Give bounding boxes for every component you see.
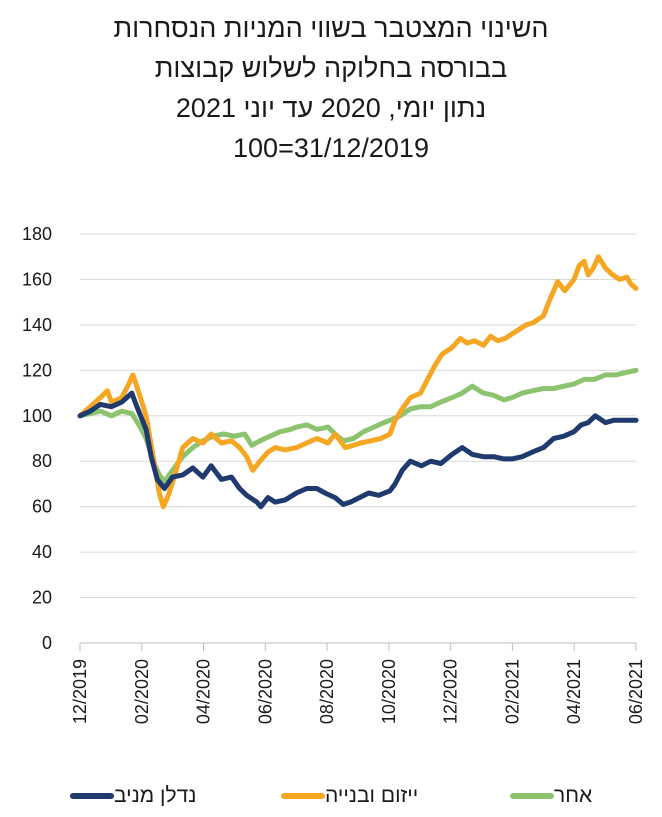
series-lines bbox=[77, 254, 639, 510]
x-tick-label: 10/2020 bbox=[379, 659, 399, 724]
x-tick-label: 06/2020 bbox=[255, 659, 275, 724]
series-line-yizum bbox=[77, 254, 639, 510]
series-line-nadlan bbox=[77, 390, 639, 510]
y-tick-label: 160 bbox=[22, 269, 52, 289]
legend: נדלן מניב ייזום ובנייה אחר bbox=[0, 778, 662, 814]
legend-label-yizum: ייזום ובנייה bbox=[325, 784, 419, 807]
legend-swatch-acher bbox=[510, 793, 554, 799]
legend-label-acher: אחר bbox=[554, 784, 593, 807]
legend-swatch-yizum bbox=[281, 793, 325, 799]
chart-title: השינוי המצטבר בשווי המניות הנסחרות בבורס… bbox=[0, 8, 662, 168]
x-tick-label: 06/2021 bbox=[626, 659, 646, 724]
legend-item-nadlan: נדלן מניב bbox=[62, 778, 196, 814]
y-axis: 0 20 40 60 80 100 120 140 160 180 bbox=[22, 224, 52, 653]
x-tick-label: 02/2020 bbox=[132, 659, 152, 724]
line-chart: 0 20 40 60 80 100 120 140 160 180 12/2019 02/2020 0… bbox=[22, 224, 646, 724]
legend-swatch-nadlan bbox=[70, 793, 114, 799]
y-tick-label: 180 bbox=[22, 224, 52, 244]
x-tick-label: 12/2019 bbox=[70, 659, 90, 724]
x-tick-label: 02/2021 bbox=[502, 659, 522, 724]
x-tick-label: 08/2020 bbox=[317, 659, 337, 724]
y-tick-label: 100 bbox=[22, 406, 52, 426]
legend-label-nadlan: נדלן מניב bbox=[114, 784, 197, 807]
x-axis: 12/2019 02/2020 04/2020 06/2020 08/2020 10/20… bbox=[70, 642, 646, 724]
x-tick-label: 12/2020 bbox=[441, 659, 461, 724]
legend-item-acher: אחר bbox=[502, 778, 592, 814]
title-line-4: 100=31/12/2019 bbox=[233, 133, 429, 163]
title-line-3: נתון יומי, 2020 עד יוני 2021 bbox=[175, 93, 487, 123]
y-tick-label: 140 bbox=[22, 315, 52, 335]
y-tick-label: 20 bbox=[32, 588, 52, 608]
legend-item-yizum: ייזום ובנייה bbox=[273, 778, 418, 814]
y-tick-label: 0 bbox=[42, 633, 52, 653]
y-tick-label: 120 bbox=[22, 360, 52, 380]
y-tick-label: 60 bbox=[32, 497, 52, 517]
title-line-1: השינוי המצטבר בשווי המניות הנסחרות bbox=[113, 13, 549, 43]
x-tick-label: 04/2021 bbox=[564, 659, 584, 724]
y-tick-label: 40 bbox=[32, 542, 52, 562]
title-line-2: בבורסה בחלוקה לשלוש קבוצות bbox=[154, 53, 508, 83]
x-tick-label: 04/2020 bbox=[194, 659, 214, 724]
y-tick-label: 80 bbox=[32, 451, 52, 471]
series-line-acher bbox=[77, 367, 639, 485]
